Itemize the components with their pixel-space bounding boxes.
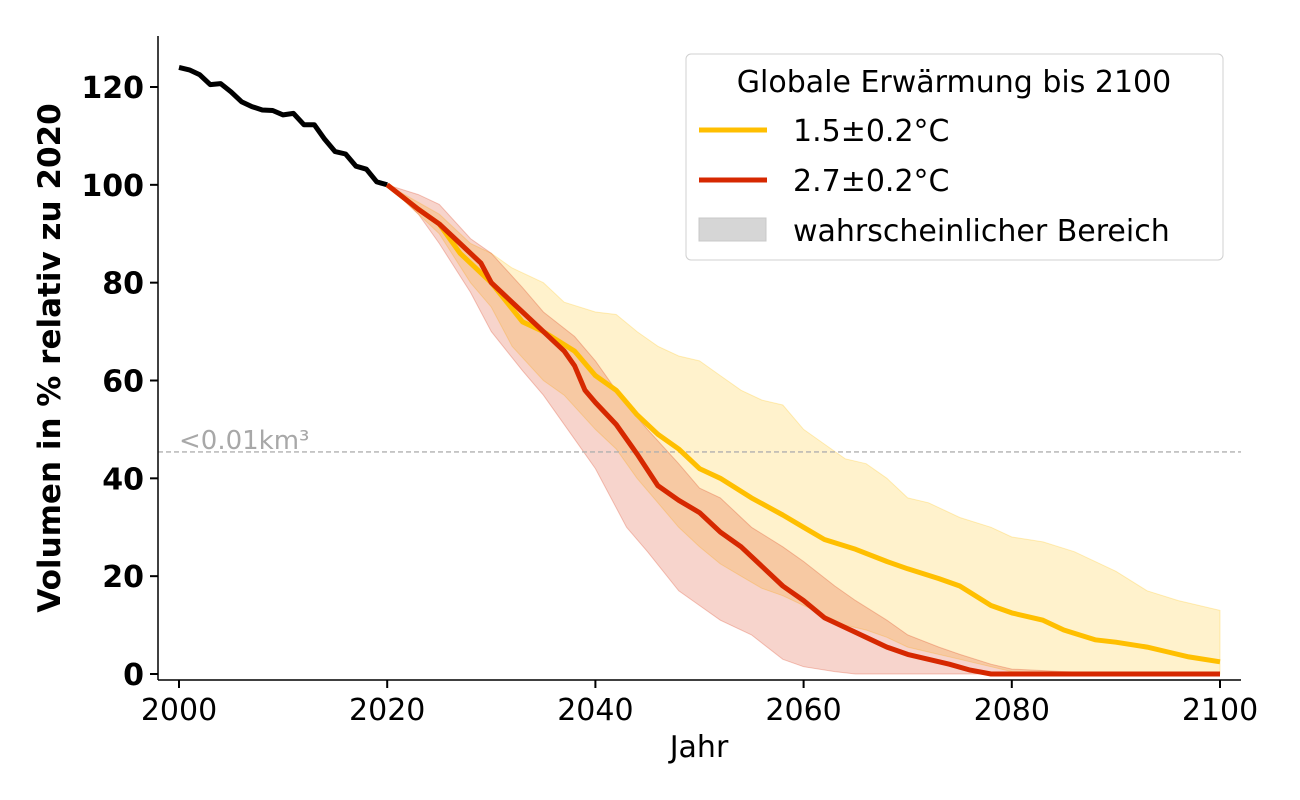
series-line-high <box>385 182 1220 677</box>
legend-title: Globale Erwärmung bis 2100 <box>737 65 1171 100</box>
legend-label-band: wahrscheinlicher Bereich <box>793 214 1170 249</box>
x-tick-label: 2040 <box>557 693 633 728</box>
x-tick-label: 2060 <box>765 693 841 728</box>
legend-label-low: 1.5±0.2°C <box>793 114 950 149</box>
legend-box <box>685 53 1224 261</box>
x-tick-label: 2100 <box>1182 693 1258 728</box>
y-tick-label: 100 <box>81 169 144 204</box>
legend-swatch-band <box>698 217 767 242</box>
series-line-low <box>385 182 1221 665</box>
x-tick-label: 2080 <box>974 693 1050 728</box>
band-low <box>386 184 1221 675</box>
axes <box>157 36 1241 681</box>
series-lines <box>178 64 1221 677</box>
legend-label-high: 2.7±0.2°C <box>793 164 950 199</box>
y-tick-label: 20 <box>102 560 144 595</box>
x-tick-label: 2020 <box>349 693 425 728</box>
historical-line <box>178 64 388 188</box>
legend: Globale Erwärmung bis 2100 1.5±0.2°C 2.7… <box>685 53 1224 261</box>
x-tick-label: 2000 <box>141 693 217 728</box>
y-tick-label: 120 <box>81 71 144 106</box>
y-axis-label: Volumen in % relativ zu 2020 <box>32 103 68 612</box>
x-axis-label: Jahr <box>668 730 729 765</box>
y-tick-label: 40 <box>102 462 144 497</box>
y-tick-label: 0 <box>123 658 144 693</box>
y-ticks: 0 20 40 60 80 100 120 <box>81 71 158 693</box>
y-tick-label: 80 <box>102 267 144 302</box>
x-ticks: 2000 2020 2040 2060 2080 2100 <box>141 680 1258 728</box>
y-tick-label: 60 <box>102 365 144 400</box>
reference-line-label: <0.01km³ <box>179 426 309 456</box>
